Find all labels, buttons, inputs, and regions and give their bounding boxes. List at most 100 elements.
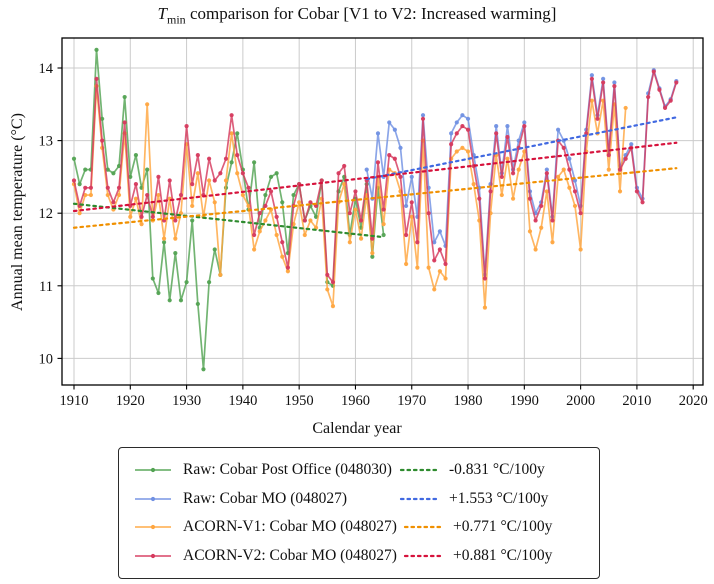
data-point-acorn-v2-cobar-mo [499, 174, 504, 179]
data-point-raw-cobar-mo [404, 203, 409, 209]
data-point-acorn-v1-cobar-mo [499, 192, 504, 198]
data-point-raw-cobar-mo [437, 229, 442, 234]
x-tick-label: 1910 [60, 393, 89, 409]
data-point-acorn-v1-cobar-mo [527, 229, 533, 234]
data-point-acorn-v1-cobar-mo [370, 251, 375, 256]
data-point-raw-cobar-mo [505, 123, 510, 129]
data-point-raw-cobar-post-office [105, 167, 110, 172]
chart-title: Tmin comparison for Cobar [V1 to V2: Inc… [0, 4, 714, 27]
data-point-acorn-v2-cobar-mo [668, 98, 673, 103]
data-point-acorn-v2-cobar-mo [280, 240, 285, 245]
x-axis-label: Calendar year [312, 420, 402, 437]
data-point-acorn-v1-cobar-mo [381, 221, 386, 227]
data-point-acorn-v2-cobar-mo [522, 123, 527, 129]
data-point-acorn-v1-cobar-mo [556, 174, 561, 179]
data-point-raw-cobar-post-office [83, 167, 88, 172]
data-point-raw-cobar-mo [567, 156, 572, 161]
data-point-raw-cobar-mo [572, 178, 578, 183]
data-point-acorn-v2-cobar-mo [662, 105, 668, 111]
data-point-raw-cobar-post-office [133, 153, 139, 158]
data-point-acorn-v1-cobar-mo [623, 105, 628, 111]
data-point-acorn-v2-cobar-mo [533, 218, 538, 223]
data-point-acorn-v2-cobar-mo [116, 185, 122, 190]
legend-row-raw-post-office: Raw: Cobar Post Office (048030) -0.831 °… [133, 456, 589, 484]
data-point-acorn-v1-cobar-mo [353, 207, 358, 212]
data-point-acorn-v2-cobar-mo [302, 218, 307, 223]
data-point-acorn-v2-cobar-mo [612, 84, 617, 89]
data-point-acorn-v2-cobar-mo [449, 142, 454, 147]
data-point-raw-cobar-mo [454, 120, 459, 125]
data-point-acorn-v1-cobar-mo [190, 203, 195, 209]
data-point-raw-cobar-mo [465, 116, 471, 121]
data-point-acorn-v2-cobar-mo [274, 214, 279, 219]
data-point-acorn-v2-cobar-mo [578, 211, 583, 216]
data-point-raw-cobar-mo [398, 145, 403, 150]
data-point-acorn-v2-cobar-mo [330, 280, 336, 285]
data-point-acorn-v2-cobar-mo [510, 171, 516, 176]
legend-box: Raw: Cobar Post Office (048030) -0.831 °… [118, 447, 600, 579]
data-point-raw-cobar-mo [420, 113, 426, 118]
x-tick-label: 1960 [341, 393, 370, 409]
data-point-raw-cobar-mo [589, 73, 594, 78]
data-point-acorn-v2-cobar-mo [657, 87, 662, 92]
data-point-acorn-v2-cobar-mo [437, 247, 442, 252]
data-point-acorn-v1-cobar-mo [550, 240, 555, 245]
data-point-acorn-v2-cobar-mo [387, 153, 392, 158]
x-tick-label: 1980 [454, 393, 483, 409]
data-point-acorn-v1-cobar-mo [156, 192, 161, 198]
data-point-raw-cobar-mo [432, 240, 437, 245]
plot-canvas: 1910 1920 1930 1940 1950 1960 1970 1980 1990 2000… [39, 37, 708, 409]
series-line-acorn-v2-cobar-mo [73, 70, 678, 284]
data-point-acorn-v2-cobar-mo [252, 232, 257, 238]
data-point-acorn-v2-cobar-mo [572, 189, 578, 194]
data-point-raw-cobar-mo [409, 174, 414, 179]
data-point-raw-cobar-post-office [274, 171, 279, 176]
title-text: comparison for Cobar [V1 to V2: Increase… [185, 4, 557, 23]
data-point-acorn-v1-cobar-mo [195, 171, 200, 176]
data-point-acorn-v2-cobar-mo [370, 236, 375, 241]
data-point-acorn-v2-cobar-mo [392, 156, 397, 161]
data-point-raw-cobar-post-office [156, 290, 161, 296]
data-point-acorn-v1-cobar-mo [544, 189, 549, 194]
data-point-acorn-v2-cobar-mo [375, 160, 381, 165]
data-point-acorn-v2-cobar-mo [544, 171, 549, 176]
data-point-acorn-v1-cobar-mo [257, 229, 262, 234]
x-tick-label: 1930 [172, 393, 201, 409]
legend-line-sample-green [133, 463, 173, 477]
data-point-acorn-v2-cobar-mo [674, 80, 679, 85]
data-point-acorn-v2-cobar-mo [195, 153, 200, 158]
data-point-raw-cobar-post-office [280, 200, 285, 205]
data-point-acorn-v1-cobar-mo [432, 287, 437, 292]
data-point-raw-cobar-mo [522, 120, 527, 125]
data-point-acorn-v2-cobar-mo [640, 200, 645, 205]
data-point-raw-cobar-post-office [71, 156, 77, 161]
data-point-acorn-v2-cobar-mo [88, 185, 93, 190]
data-point-acorn-v1-cobar-mo [161, 236, 167, 241]
data-point-acorn-v1-cobar-mo [561, 167, 566, 172]
data-point-raw-cobar-post-office [94, 47, 99, 52]
data-point-acorn-v1-cobar-mo [330, 304, 336, 309]
legend-line-glyph [135, 553, 171, 559]
data-point-acorn-v2-cobar-mo [319, 178, 324, 183]
x-tick-label: 1970 [397, 393, 426, 409]
data-point-acorn-v1-cobar-mo [246, 203, 251, 209]
data-point-acorn-v1-cobar-mo [218, 272, 223, 278]
data-point-acorn-v2-cobar-mo [178, 192, 184, 198]
data-point-acorn-v1-cobar-mo [471, 182, 476, 187]
data-point-acorn-v2-cobar-mo [409, 200, 414, 205]
data-point-acorn-v2-cobar-mo [465, 127, 471, 132]
data-point-acorn-v2-cobar-mo [285, 265, 291, 270]
data-point-acorn-v2-cobar-mo [539, 203, 544, 209]
data-point-acorn-v1-cobar-mo [342, 182, 347, 187]
data-point-acorn-v2-cobar-mo [246, 185, 251, 190]
data-point-raw-cobar-mo [460, 113, 465, 118]
legend-row-raw-mo: Raw: Cobar MO (048027) +1.553 °C/100y [133, 485, 589, 513]
x-tick-label: 2000 [566, 393, 595, 409]
data-point-raw-cobar-mo [612, 80, 617, 85]
data-point-acorn-v2-cobar-mo [190, 182, 195, 187]
data-point-acorn-v2-cobar-mo [561, 145, 566, 150]
data-point-acorn-v1-cobar-mo [139, 221, 144, 227]
trend-raw-mo [365, 116, 678, 181]
data-point-acorn-v2-cobar-mo [477, 196, 482, 201]
